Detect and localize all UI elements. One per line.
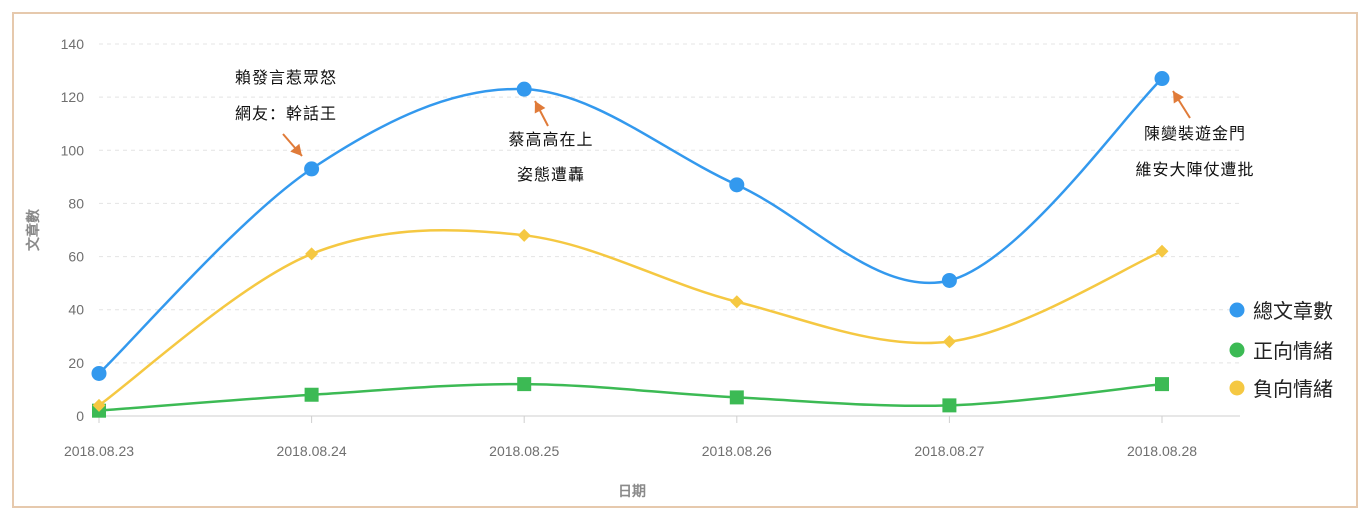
series-2-point <box>305 247 319 261</box>
x-axis-title: 日期 <box>618 484 646 500</box>
annotation-arrowhead <box>290 143 302 156</box>
y-tick-label: 100 <box>61 142 85 158</box>
legend-swatch <box>1229 342 1245 358</box>
x-tick-label: 2018.08.27 <box>914 443 984 459</box>
y-tick-label: 120 <box>61 89 85 105</box>
grid-lines <box>99 43 1240 364</box>
series-line-0 <box>98 77 1163 375</box>
series-line-1 <box>98 382 1163 412</box>
y-tick-label: 0 <box>76 408 84 424</box>
y-axis-ticks: 0 20 40 60 80 100 120 140 <box>61 36 85 424</box>
series-1-point <box>1155 377 1169 392</box>
y-axis-title: 文章數 <box>25 209 42 251</box>
series-1-point <box>729 390 744 405</box>
series-0-point <box>91 365 107 381</box>
series-1-point <box>517 377 532 392</box>
series-2-point <box>730 295 744 309</box>
series-2-point <box>1155 244 1169 258</box>
y-tick-label: 40 <box>68 302 84 318</box>
x-tick-label: 2018.08.25 <box>489 443 559 459</box>
annotation-text: 維安大陣仗遭批 <box>1135 160 1254 179</box>
series-line-2 <box>98 229 1163 407</box>
series-2-point <box>92 398 106 412</box>
series-0-point <box>516 81 532 97</box>
y-tick-label: 20 <box>68 355 84 371</box>
series-markers <box>91 71 1170 418</box>
series-lines <box>98 77 1163 412</box>
y-tick-label: 60 <box>68 249 84 265</box>
chart-frame <box>12 12 1358 508</box>
annotation-text: 姿態遭轟 <box>517 165 585 184</box>
legend-label: 正向情緒 <box>1253 339 1333 363</box>
legend-swatch <box>1229 302 1245 318</box>
annotation-arrowhead <box>534 101 546 114</box>
x-tick-label: 2018.08.28 <box>1127 443 1197 459</box>
legend-label: 負向情緒 <box>1253 377 1333 401</box>
x-tick-label: 2018.08.23 <box>64 443 134 459</box>
series-0-point <box>304 161 320 177</box>
x-tick-label: 2018.08.26 <box>702 443 772 459</box>
series-1-point <box>942 398 957 413</box>
series-2-point <box>942 335 956 349</box>
x-axis: 2018.08.23 2018.08.24 2018.08.25 2018.08.26… <box>64 415 1240 459</box>
series-2-point <box>517 228 531 242</box>
annotation-text: 賴發言惹眾怒 <box>235 68 337 87</box>
y-tick-label: 140 <box>61 36 85 52</box>
annotation-arrowhead <box>1173 91 1184 104</box>
x-tick-label: 2018.08.24 <box>277 443 347 459</box>
annotation-text: 網友：幹話王 <box>235 104 337 123</box>
legend-swatch <box>1229 380 1245 396</box>
series-1-point <box>304 387 319 402</box>
series-0-point <box>1154 71 1170 87</box>
annotation-text: 蔡高高在上 <box>508 130 593 149</box>
annotation-text: 陳變裝遊金門 <box>1144 124 1246 143</box>
series-0-point <box>941 272 957 288</box>
legend-label: 總文章數 <box>1253 299 1333 323</box>
series-0-point <box>729 177 745 193</box>
y-tick-label: 80 <box>68 195 84 211</box>
